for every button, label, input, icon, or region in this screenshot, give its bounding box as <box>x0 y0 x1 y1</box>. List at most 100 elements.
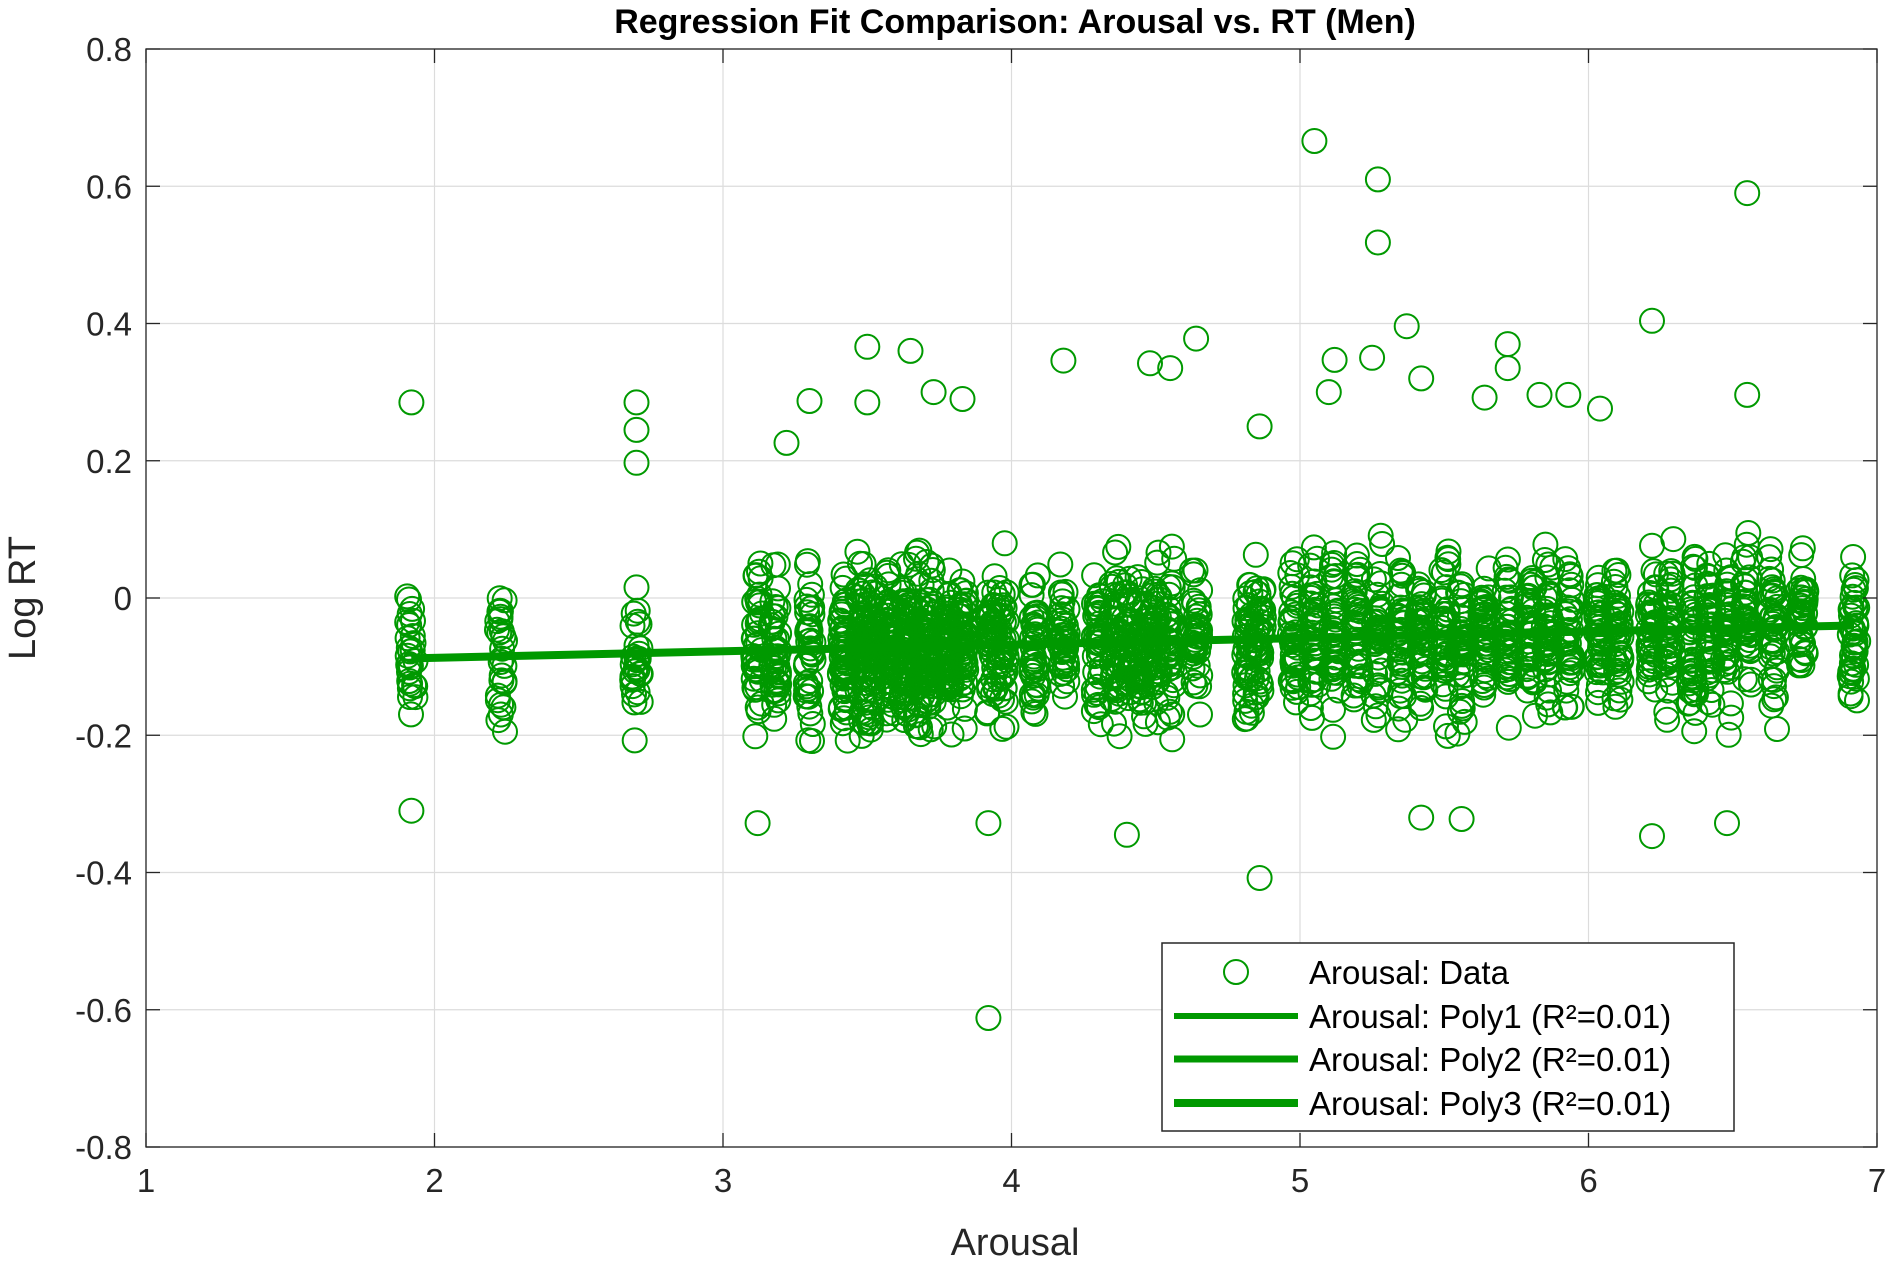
data-point <box>744 810 771 837</box>
data-point <box>1585 689 1612 716</box>
data-point <box>1020 571 1046 598</box>
data-point <box>1157 355 1184 382</box>
fit-line-poly3 <box>411 621 1855 663</box>
y-tick-label: -0.4 <box>75 855 132 892</box>
data-point <box>989 686 1015 713</box>
data-point <box>1551 694 1578 721</box>
data-point <box>1495 714 1522 741</box>
data-point <box>1080 698 1107 725</box>
data-point <box>1297 680 1324 707</box>
data-point <box>1715 721 1742 748</box>
data-point <box>1696 550 1723 577</box>
data-point <box>1052 578 1079 605</box>
data-point <box>773 429 800 456</box>
data-point <box>1364 166 1391 193</box>
data-point <box>762 603 789 630</box>
data-point <box>1113 821 1140 848</box>
data-point <box>1344 551 1370 577</box>
data-point <box>949 386 976 412</box>
data-point <box>873 700 900 727</box>
data-point <box>398 389 425 416</box>
data-point <box>1385 545 1411 571</box>
legend: Arousal: Data Arousal: Poly1 (R²=0.01) A… <box>1161 942 1735 1132</box>
data-point <box>844 538 871 565</box>
chart-title: Regression Fit Comparison: Arousal vs. R… <box>614 3 1416 41</box>
data-point <box>1429 671 1456 698</box>
data-point <box>487 606 514 633</box>
data-point <box>1605 562 1632 588</box>
data-point <box>1183 325 1210 352</box>
data-point <box>1054 668 1081 695</box>
data-point <box>1246 865 1273 891</box>
data-point <box>624 679 651 706</box>
data-point <box>1789 535 1816 562</box>
legend-label-poly1: Arousal: Poly1 (R²=0.01) <box>1309 998 1671 1035</box>
data-point <box>765 687 792 714</box>
data-point <box>746 581 773 608</box>
data-point <box>1182 622 1209 649</box>
x-tick-label: 6 <box>1579 1162 1597 1199</box>
data-point <box>1640 558 1667 585</box>
data-point <box>799 711 826 737</box>
data-point <box>1158 533 1185 560</box>
data-point <box>1101 710 1127 737</box>
x-tick-label: 3 <box>714 1162 732 1199</box>
data-point <box>1845 628 1872 655</box>
data-point <box>933 669 959 696</box>
data-point <box>1284 661 1311 688</box>
data-point <box>760 655 787 681</box>
data-point <box>854 389 881 416</box>
data-point <box>1534 581 1561 608</box>
data-point <box>1154 607 1181 634</box>
data-point <box>1558 693 1585 720</box>
data-point <box>854 333 881 360</box>
data-point <box>1231 706 1258 733</box>
data-point <box>491 587 518 614</box>
data-point <box>985 603 1012 630</box>
data-point <box>623 645 650 672</box>
data-point <box>1137 350 1163 377</box>
data-point <box>1187 662 1214 689</box>
data-point <box>396 586 422 613</box>
data-point <box>1785 577 1812 604</box>
data-point <box>1018 654 1045 681</box>
data-point <box>1587 395 1613 422</box>
data-point <box>920 379 947 406</box>
data-point <box>486 619 513 646</box>
data-point <box>1364 229 1391 256</box>
data-point <box>1360 566 1387 593</box>
x-tick-label: 4 <box>1002 1162 1020 1199</box>
data-point <box>919 557 946 583</box>
data-point <box>1535 551 1562 578</box>
data-point <box>947 683 974 710</box>
legend-marker-data <box>1223 959 1249 985</box>
data-point <box>918 577 945 604</box>
data-point <box>623 449 650 476</box>
data-point <box>1393 313 1420 340</box>
data-point <box>1556 654 1583 681</box>
data-point <box>1320 723 1347 750</box>
data-point <box>947 593 974 620</box>
data-point <box>1557 563 1584 589</box>
data-point <box>798 581 825 608</box>
data-point <box>1187 701 1213 728</box>
data-point <box>623 389 650 416</box>
x-axis-label: Arousal <box>951 1222 1080 1259</box>
data-point <box>850 551 877 577</box>
data-point <box>1734 381 1761 408</box>
data-point <box>1680 679 1707 706</box>
data-point <box>1660 526 1687 553</box>
data-point <box>1435 538 1462 565</box>
data-point <box>1761 686 1788 713</box>
data-point <box>1145 539 1172 566</box>
data-point <box>1022 652 1049 679</box>
data-point <box>1844 687 1870 714</box>
data-point <box>794 619 821 646</box>
data-point <box>397 653 424 679</box>
data-point <box>1494 355 1521 382</box>
data-point <box>1051 635 1078 662</box>
data-point <box>1369 531 1396 557</box>
data-point <box>1018 604 1045 631</box>
data-point <box>975 1005 1002 1031</box>
data-point <box>1022 700 1049 727</box>
